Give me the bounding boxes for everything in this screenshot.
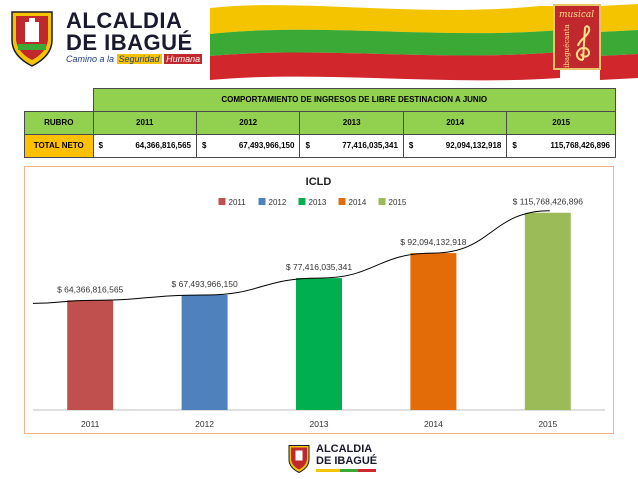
legend-swatch xyxy=(218,198,226,205)
header-cell: 2012 xyxy=(195,110,301,135)
bar xyxy=(67,300,114,410)
header-cell: 2014 xyxy=(402,110,508,135)
trendline xyxy=(32,210,550,304)
data-label: $ 67,493,966,150 xyxy=(172,279,238,289)
data-label: $ 64,366,816,565 xyxy=(57,284,123,294)
footer-tag-bar xyxy=(316,469,376,472)
value-amount: 64,366,816,565 xyxy=(135,141,191,150)
legend-label: 2011 xyxy=(229,198,247,207)
alcaldia-logo: ALCALDIA DE IBAGUÉ Camino a la Seguridad… xyxy=(6,4,216,74)
bar xyxy=(410,253,457,410)
currency-symbol: $ xyxy=(305,141,310,150)
table-row: TOTAL NETO $64,366,816,565 $67,493,966,1… xyxy=(24,133,616,158)
bar xyxy=(296,278,342,410)
chart-title: ICLD xyxy=(306,176,332,188)
header-cell: 2011 xyxy=(92,110,197,135)
x-tick-label: 2014 xyxy=(424,419,443,429)
value-cell: $77,416,035,341 xyxy=(299,133,404,158)
value-cell: $64,366,816,565 xyxy=(92,133,197,158)
x-tick-label: 2012 xyxy=(195,419,214,429)
bar xyxy=(181,294,228,410)
footer-coat-of-arms-icon xyxy=(288,445,310,474)
value-amount: 67,493,966,150 xyxy=(238,141,295,150)
data-label: $ 115,768,426,896 xyxy=(513,197,584,207)
x-tick-label: 2013 xyxy=(310,419,329,429)
data-label: $ 77,416,035,341 xyxy=(286,262,352,272)
value-amount: 92,094,132,918 xyxy=(445,141,502,150)
legend-label: 2015 xyxy=(389,198,407,207)
badge-text-2: ibaguécanta xyxy=(562,24,571,68)
flag-banner xyxy=(210,4,638,81)
legend-swatch xyxy=(338,198,346,205)
data-label: $ 92,094,132,918 xyxy=(400,237,466,247)
musical-badge: musical ibaguécanta xyxy=(553,4,601,70)
chart-container: ICLD 2011 2012 2013 2014 2015 $ 64,366,816,565… xyxy=(24,166,614,434)
currency-symbol: $ xyxy=(512,141,517,150)
x-tick-label: 2011 xyxy=(81,419,100,429)
value-amount: 115,768,426,896 xyxy=(550,141,610,150)
icld-chart: ICLD 2011 2012 2013 2014 2015 $ 64,366,816,565… xyxy=(32,176,605,429)
badge-text-1: musical xyxy=(559,10,595,20)
x-tick-label: 2015 xyxy=(538,419,557,429)
table-title-row: COMPORTAMIENTO DE INGRESOS DE LIBRE DEST… xyxy=(25,88,616,112)
currency-symbol: $ xyxy=(201,141,207,150)
value-cell: $67,493,966,150 xyxy=(195,133,301,158)
coat-of-arms-icon xyxy=(11,11,53,67)
header-cell: RUBRO xyxy=(24,110,94,135)
header-cell: 2013 xyxy=(299,110,404,135)
footer-logo-line-1: ALCALDIA xyxy=(316,443,373,455)
legend-label: 2013 xyxy=(309,198,327,207)
logo-line-1: ALCALDIA xyxy=(66,8,183,33)
legend-label: 2012 xyxy=(269,198,287,207)
legend-swatch xyxy=(258,198,266,205)
footer-logo-line-2: DE IBAGUÉ xyxy=(316,455,378,467)
value-amount: 77,416,035,341 xyxy=(342,141,398,150)
table-title: COMPORTAMIENTO DE INGRESOS DE LIBRE DEST… xyxy=(92,88,616,112)
logo-tagline: Camino a la Seguridad Humana xyxy=(66,54,203,64)
footer-logo: ALCALDIA DE IBAGUÉ xyxy=(286,441,386,475)
value-cell: $92,094,132,918 xyxy=(402,133,508,158)
table-blank-cell xyxy=(25,89,94,112)
legend-swatch xyxy=(298,198,306,205)
treble-clef-icon xyxy=(575,25,591,61)
row-label: TOTAL NETO xyxy=(24,133,94,158)
currency-symbol: $ xyxy=(98,141,103,150)
bar xyxy=(524,212,571,410)
legend-swatch xyxy=(378,198,386,205)
legend-label: 2014 xyxy=(349,198,367,207)
value-cell: $115,768,426,896 xyxy=(506,133,616,158)
summary-table: COMPORTAMIENTO DE INGRESOS DE LIBRE DEST… xyxy=(24,88,616,158)
table-header-row: RUBRO 2011 2012 2013 2014 2015 xyxy=(24,110,616,135)
currency-symbol: $ xyxy=(408,141,414,150)
header-cell: 2015 xyxy=(506,110,616,135)
logo-line-2: DE IBAGUÉ xyxy=(66,30,193,55)
